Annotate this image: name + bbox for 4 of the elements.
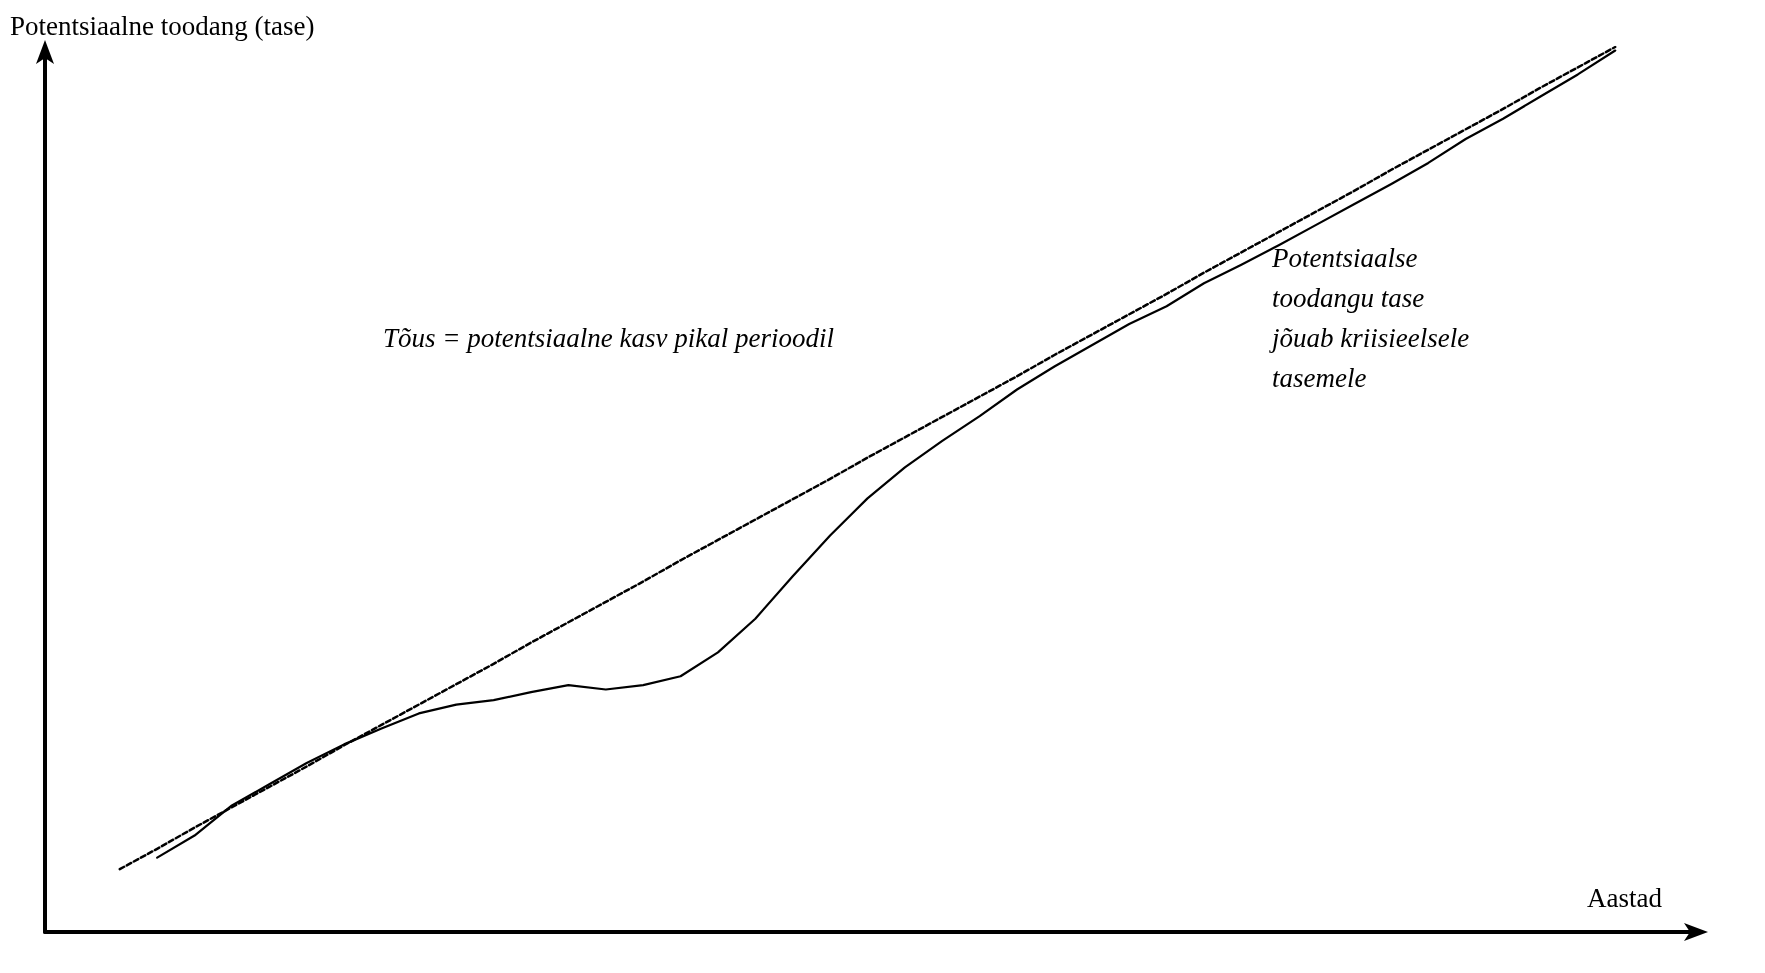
x-axis-title: Aastad xyxy=(1587,882,1663,913)
annotation: Tõus = potentsiaalne kasv pikal perioodil xyxy=(383,323,834,353)
annotation: Potentsiaalse toodangu tase jõuab kriisieelsele tasemele xyxy=(1269,243,1470,393)
y-axis-title: Potentsiaalne toodang (tase) xyxy=(10,10,315,41)
